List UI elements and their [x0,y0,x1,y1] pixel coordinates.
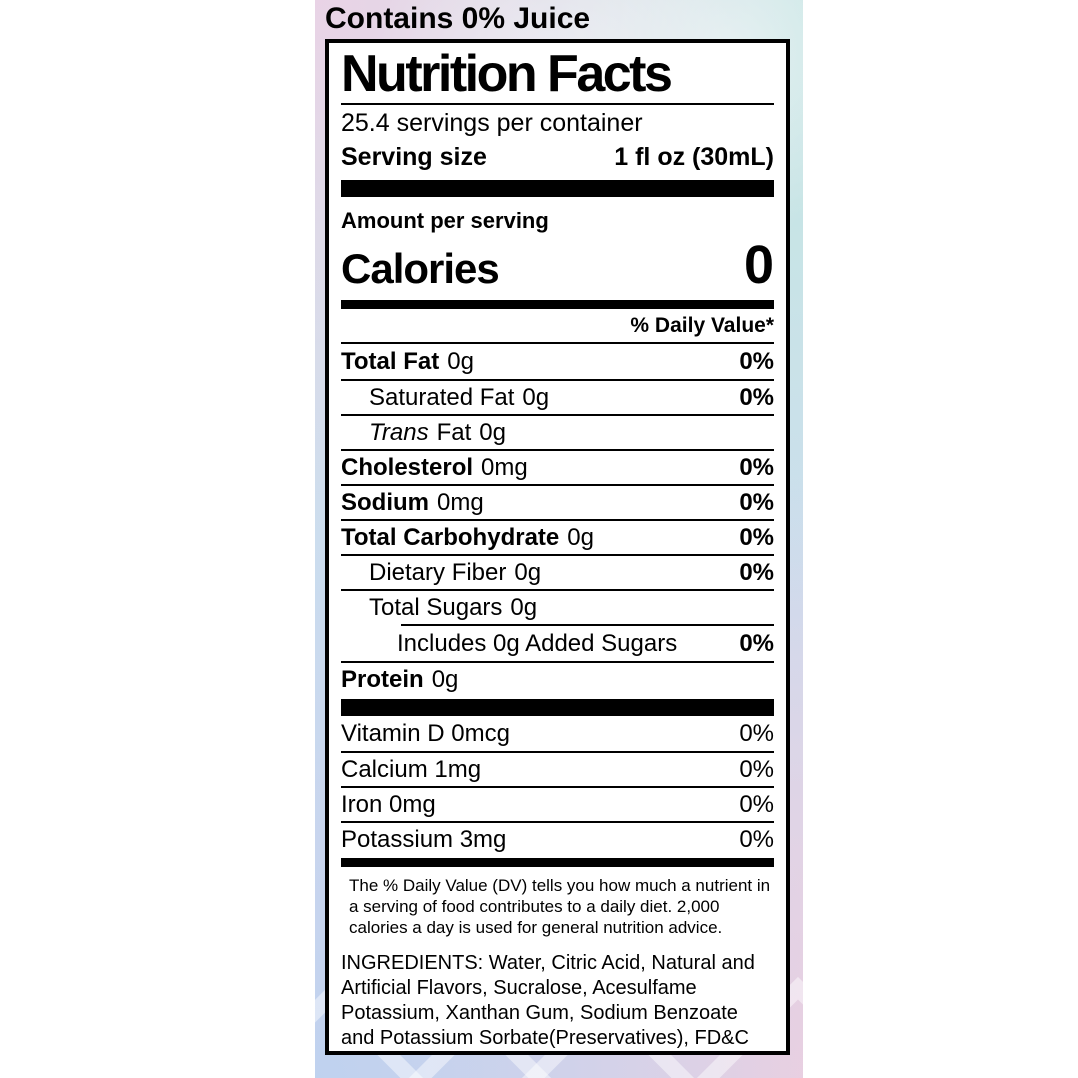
nutrient-row-cholesterol: Cholesterol 0mg 0% [341,449,774,484]
section-bar [341,858,774,867]
nutrient-name: Total Sugars [369,593,503,621]
nutrient-amount: 0g [522,383,550,411]
nutrient-amount: 0g [431,665,459,693]
nutrient-name: Trans [369,418,429,446]
nutrient-row-total-carbohydrate: Total Carbohydrate 0g 0% [341,519,774,554]
nutrient-name: Dietary Fiber [369,558,507,586]
nutrient-name: Includes 0g Added Sugars [397,629,678,657]
serving-size-value: 1 fl oz (30mL) [614,142,774,171]
amount-per-serving-label: Amount per serving [341,208,549,233]
vitamin-row-vitamin-d: Vitamin D 0mcg 0% [341,716,774,751]
nutrient-name: Total Fat [341,347,440,375]
nutrient-amount: 0g [510,593,538,621]
servings-per-container: 25.4 servings per container [341,109,643,137]
nutrition-facts-panel: Nutrition Facts 25.4 servings per contai… [325,39,790,1055]
section-bar [341,699,774,716]
daily-value-footnote: The % Daily Value (DV) tells you how muc… [349,876,771,937]
vitamin-name: Calcium 1mg [341,755,482,783]
nutrient-amount: 0g [479,418,506,446]
vitamin-dv: 0% [739,790,774,818]
vitamin-row-iron: Iron 0mg 0% [341,786,774,821]
vitamin-row-potassium: Potassium 3mg 0% [341,821,774,856]
contains-juice-text: Contains 0% Juice [325,2,591,35]
serving-size-row: Serving size 1 fl oz (30mL) [341,140,774,174]
nutrient-row-dietary-fiber: Dietary Fiber 0g 0% [341,554,774,589]
nutrient-dv: 0% [739,629,774,657]
nutrient-row-total-sugars: Total Sugars 0g [341,589,774,624]
nutrient-row-added-sugars: Includes 0g Added Sugars 0% [341,626,774,661]
vitamin-dv: 0% [739,755,774,783]
nutrient-name: Fat [436,418,472,446]
nutrient-dv: 0% [739,453,774,481]
vitamin-name: Potassium 3mg [341,825,507,853]
nutrient-name: Saturated Fat [369,383,515,411]
nutrient-dv: 0% [739,347,774,375]
nutrient-name: Protein [341,665,424,693]
calories-row: Calories 0 [341,234,774,295]
section-bar [341,300,774,309]
nutrition-facts-title: Nutrition Facts [341,45,673,103]
daily-value-header: % Daily Value* [630,314,774,337]
nutrient-name: Sodium [341,488,429,516]
vitamin-name: Iron 0mg [341,790,436,818]
nutrient-name: Cholesterol [341,453,474,481]
nutrient-amount: 0mg [481,453,528,481]
vitamin-row-calcium: Calcium 1mg 0% [341,751,774,786]
nutrient-dv: 0% [739,558,774,586]
nutrient-amount: 0g [567,523,594,551]
calories-value: 0 [743,235,774,295]
title-divider [341,103,774,105]
nutrient-dv: 0% [739,383,774,411]
row-divider [341,342,774,344]
vitamin-dv: 0% [739,825,774,853]
nutrient-name: Total Carbohydrate [341,523,560,551]
vitamin-name: Vitamin D 0mcg [341,719,510,747]
serving-size-label: Serving size [341,142,487,171]
nutrient-row-total-fat: Total Fat 0g 0% [341,344,774,379]
nutrient-amount: 0g [447,347,474,375]
nutrient-amount: 0g [514,558,542,586]
section-bar [341,180,774,197]
nutrient-dv: 0% [739,523,774,551]
added-sugars-divider [401,624,774,626]
vitamin-dv: 0% [739,719,774,747]
nutrient-row-protein: Protein 0g [341,661,774,696]
nutrient-row-sodium: Sodium 0mg 0% [341,484,774,519]
nutrient-row-saturated-fat: Saturated Fat 0g 0% [341,379,774,414]
nutrient-row-trans-fat: Trans Fat 0g [341,414,774,449]
nutrient-amount: 0mg [437,488,484,516]
nutrient-dv: 0% [739,488,774,516]
calories-label: Calories [341,245,500,292]
ingredients-text: INGREDIENTS: Water, Citric Acid, Natural… [341,952,755,1049]
